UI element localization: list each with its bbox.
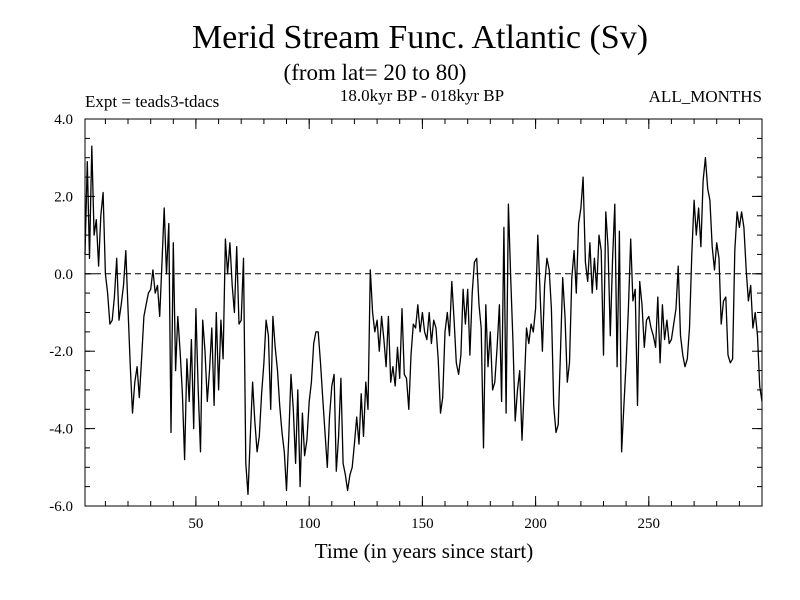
chart-title: Merid Stream Func. Atlantic (Sv) [192,19,648,56]
x-tick-label: 50 [188,516,203,532]
y-tick-label: -6.0 [49,499,73,515]
experiment-label: Expt = teads3-tdacs [85,92,219,111]
period-label: 18.0kyr BP - 018kyr BP [340,86,504,105]
x-tick-label: 200 [524,516,547,532]
y-tick-label: 2.0 [54,189,73,205]
axis-ticks [85,118,763,507]
x-axis-label: Time (in years since start) [315,539,534,563]
chart-subtitle: (from lat= 20 to 80) [284,60,467,85]
y-tick-label: 4.0 [54,112,73,128]
plot-frame [84,118,763,507]
y-tick-label: 0.0 [54,267,73,283]
y-tick-label: -2.0 [49,344,73,360]
y-tick-label: -4.0 [49,422,73,438]
x-tick-label: 250 [638,516,661,532]
x-tick-label: 100 [298,516,321,532]
series-line [84,145,763,496]
months-label: ALL_MONTHS [649,87,762,106]
x-tick-label: 150 [411,516,434,532]
tick-labels: 50 100 150 200 250 -6.0 -4.0 -2.0 0.0 2.0 4.0 [49,112,660,532]
